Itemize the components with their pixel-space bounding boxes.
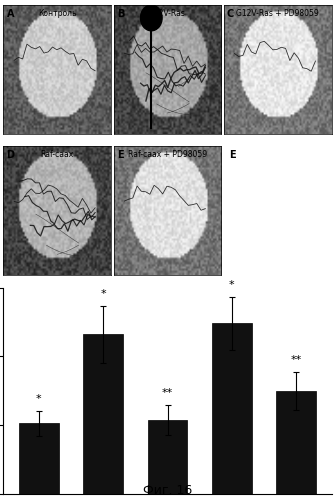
Text: *: * <box>36 394 42 404</box>
Text: *: * <box>229 280 235 290</box>
Text: *: * <box>100 289 106 299</box>
Text: **: ** <box>291 355 302 365</box>
Text: Raf-caax: Raf-caax <box>41 150 74 159</box>
Text: Raf-caax + PD98059: Raf-caax + PD98059 <box>128 150 207 159</box>
Text: E: E <box>229 150 236 160</box>
Text: Контроль: Контроль <box>38 9 77 18</box>
Text: D: D <box>7 150 15 160</box>
Text: G12V-Ras + PD98059: G12V-Ras + PD98059 <box>236 9 319 18</box>
Text: G12V-Ras: G12V-Ras <box>149 9 186 18</box>
Circle shape <box>140 5 162 31</box>
Text: B: B <box>117 9 124 19</box>
Text: Фиг. 16: Фиг. 16 <box>143 484 192 497</box>
Text: **: ** <box>162 388 173 398</box>
Bar <box>212 323 252 494</box>
Bar <box>147 420 188 494</box>
Text: A: A <box>7 9 14 19</box>
Bar <box>276 391 316 494</box>
Text: E: E <box>117 150 123 160</box>
Bar <box>83 334 123 494</box>
Text: C: C <box>227 9 234 19</box>
Bar <box>19 423 59 494</box>
